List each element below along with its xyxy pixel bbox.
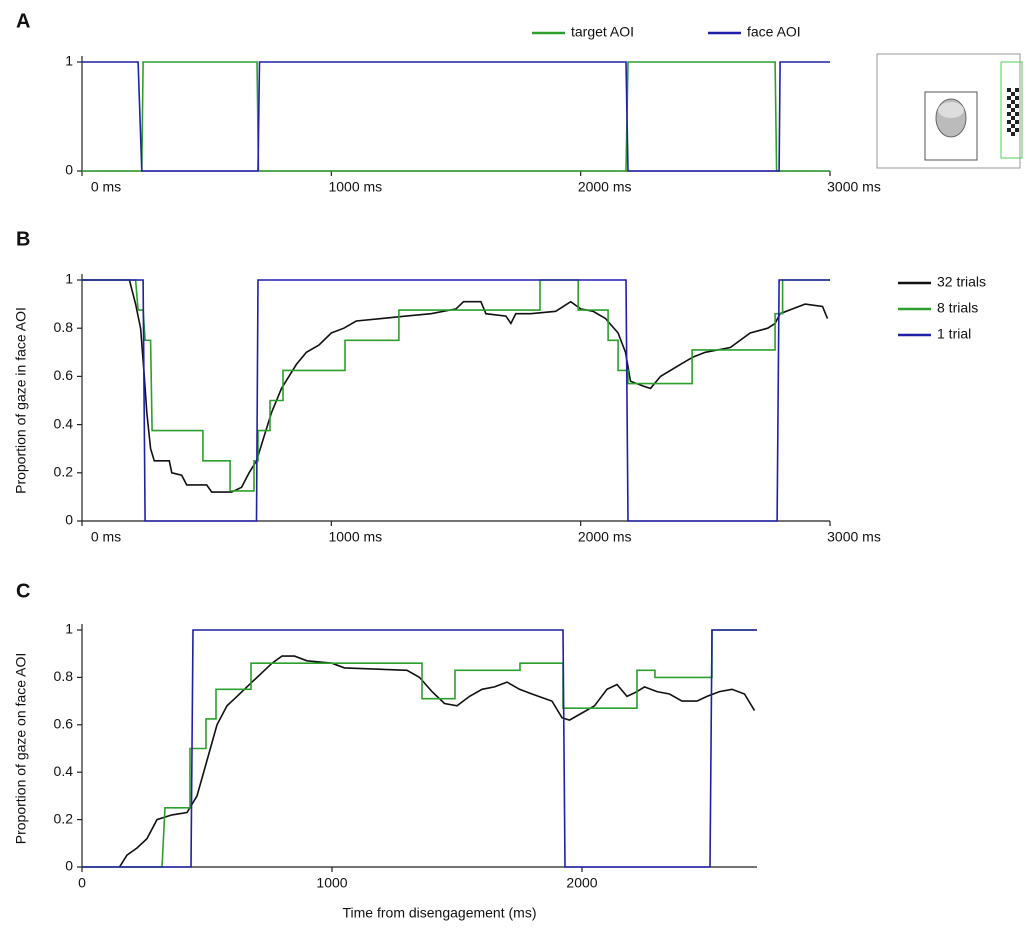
legend-label: target AOI: [571, 24, 634, 40]
x-tick-label: 0 ms: [91, 529, 121, 545]
legend-label: 32 trials: [937, 274, 986, 290]
y-tick-label: 1: [65, 271, 73, 287]
panel-label: A: [16, 10, 30, 32]
y-tick-label: 0: [65, 858, 73, 874]
x-tick-label: 0 ms: [91, 179, 121, 195]
y-tick-label: 0: [65, 162, 73, 178]
x-tick-label: 1000: [316, 875, 347, 891]
y-tick-label: 0.4: [54, 415, 74, 431]
x-tick-label: 3000 ms: [827, 179, 881, 195]
series-line: [82, 629, 757, 868]
panel-label: C: [16, 580, 30, 602]
checkerboard-target: [1007, 88, 1019, 136]
x-axis-label: Time from disengagement (ms): [343, 905, 537, 921]
x-tick-label: 1000 ms: [328, 179, 382, 195]
panel: B 0 0.2 0.4 0.6 0.8 1 0 ms 1000 ms 2000 ms 3000 ms…: [13, 228, 986, 544]
x-tick-label: 2000: [566, 875, 597, 891]
panel: C 0 0.2 0.4 0.6 0.8 1 0 1000 2000 Proportion of ga…: [13, 580, 757, 921]
legend-label: 8 trials: [937, 300, 978, 316]
series-line: [118, 655, 756, 868]
y-tick-label: 0.6: [54, 367, 74, 383]
y-tick-label: 0.8: [54, 319, 74, 335]
series-line: [82, 629, 757, 868]
series-line: [82, 279, 829, 493]
y-tick-label: 0.6: [54, 716, 74, 732]
series-line: [82, 279, 830, 522]
x-tick-label: 1000 ms: [328, 529, 382, 545]
panel: A 0 1 0 ms 1000 ms 2000 ms 3000 ms target AOI fa…: [16, 10, 881, 194]
legend-label: 1 trial: [937, 326, 971, 342]
series-line: [82, 61, 830, 172]
face-hair: [938, 102, 964, 118]
y-tick-label: 1: [65, 53, 73, 69]
y-tick-label: 1: [65, 621, 73, 637]
stimulus-inset: [876, 53, 1023, 169]
x-tick-label: 2000 ms: [578, 529, 632, 545]
target-aoi-box: [1000, 61, 1023, 159]
x-tick-label: 0: [78, 875, 86, 891]
y-axis-label: Proportion of gaze on face AOI: [13, 653, 29, 844]
y-tick-label: 0: [65, 512, 73, 528]
y-axis-label: Proportion of gaze in face AOI: [13, 307, 29, 494]
x-tick-label: 3000 ms: [827, 529, 881, 545]
series-line: [82, 61, 830, 172]
panel-label: B: [16, 228, 30, 250]
legend-label: face AOI: [747, 24, 801, 40]
y-tick-label: 0.2: [54, 810, 74, 826]
y-tick-label: 0.4: [54, 763, 74, 779]
y-tick-label: 0.2: [54, 464, 74, 480]
face-aoi-box: [924, 91, 978, 161]
series-line: [82, 279, 830, 492]
y-tick-label: 0.8: [54, 668, 74, 684]
x-tick-label: 2000 ms: [578, 179, 632, 195]
